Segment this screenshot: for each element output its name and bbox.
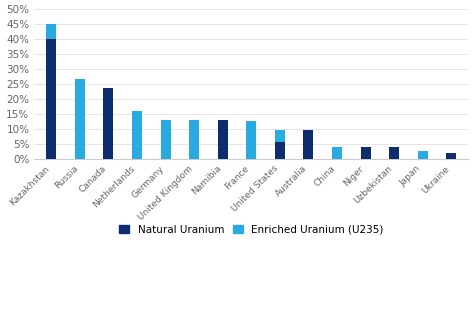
Legend: Natural Uranium, Enriched Uranium (U235): Natural Uranium, Enriched Uranium (U235) bbox=[115, 221, 388, 239]
Bar bbox=[189, 120, 199, 159]
Bar bbox=[389, 147, 399, 159]
Bar bbox=[447, 153, 456, 159]
Bar bbox=[75, 79, 85, 159]
Bar bbox=[218, 120, 228, 159]
Bar bbox=[361, 147, 371, 159]
Bar bbox=[418, 152, 428, 159]
Bar bbox=[332, 147, 342, 159]
Bar bbox=[46, 23, 56, 159]
Bar bbox=[303, 130, 313, 159]
Bar bbox=[246, 121, 256, 159]
Bar bbox=[103, 88, 113, 159]
Bar bbox=[275, 142, 285, 159]
Bar bbox=[46, 39, 56, 159]
Bar bbox=[132, 111, 142, 159]
Bar bbox=[275, 130, 285, 159]
Bar bbox=[161, 120, 171, 159]
